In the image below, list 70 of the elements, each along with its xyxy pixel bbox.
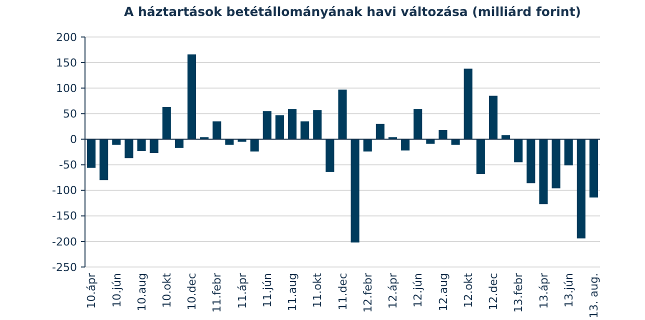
bar bbox=[476, 139, 485, 174]
bar bbox=[426, 139, 435, 144]
x-tick-label: 11.ápr bbox=[236, 272, 249, 309]
bar bbox=[150, 139, 158, 154]
bar bbox=[313, 110, 322, 140]
bar bbox=[376, 124, 384, 140]
bar bbox=[174, 139, 184, 148]
y-tick-label: -100 bbox=[52, 184, 77, 198]
x-tick-label: 11.febr bbox=[210, 272, 224, 313]
bar bbox=[552, 139, 560, 188]
bar bbox=[414, 109, 422, 140]
x-tick-label: 12.jún bbox=[412, 272, 425, 308]
x-tick-label: 10.okt bbox=[160, 272, 174, 308]
y-tick-label: 200 bbox=[56, 30, 77, 44]
bar bbox=[162, 107, 171, 140]
bar bbox=[539, 139, 548, 204]
bar bbox=[124, 139, 134, 158]
y-tick-label: 150 bbox=[56, 56, 77, 70]
bar bbox=[275, 115, 284, 140]
x-tick-label: 10.aug bbox=[135, 273, 148, 312]
x-tick-label: 13.febr bbox=[512, 272, 526, 313]
bar bbox=[438, 130, 448, 140]
x-tick-label: 11.aug bbox=[286, 273, 300, 312]
bar bbox=[401, 139, 410, 150]
y-tick-label: -250 bbox=[52, 260, 77, 274]
bar bbox=[514, 139, 523, 162]
bar bbox=[350, 139, 360, 242]
x-tick-label: 12.febr bbox=[361, 272, 374, 313]
bar bbox=[576, 139, 586, 238]
bar bbox=[300, 121, 310, 140]
bar bbox=[589, 139, 598, 198]
bar bbox=[87, 139, 96, 168]
bar bbox=[564, 139, 573, 166]
x-tick-label: 11.jún bbox=[260, 272, 274, 308]
x-tick-label: 13.jún bbox=[562, 272, 576, 308]
bar bbox=[338, 90, 347, 140]
x-tick-label: 10.dec bbox=[186, 273, 199, 310]
x-tick-label: 11.okt bbox=[311, 272, 324, 308]
x-tick-label: 12.aug bbox=[436, 273, 450, 312]
x-tick-label: 12.ápr bbox=[386, 272, 400, 309]
y-tick-label: 50 bbox=[63, 108, 77, 121]
y-tick-label: -50 bbox=[59, 158, 77, 172]
x-tick-label: 11.dec bbox=[336, 273, 350, 310]
y-tick-label: 100 bbox=[56, 82, 77, 95]
bar bbox=[326, 139, 334, 172]
bar bbox=[212, 121, 222, 140]
bar bbox=[100, 139, 108, 180]
chart-title: A háztartások betétállományának havi változása (milliárd forint) bbox=[124, 4, 582, 19]
x-tick-label: 12.okt bbox=[462, 272, 475, 308]
bar bbox=[250, 139, 259, 152]
bar bbox=[238, 139, 246, 142]
bar bbox=[112, 139, 121, 145]
bar bbox=[262, 111, 272, 140]
bar bbox=[488, 96, 498, 140]
x-tick-label: 10.jún bbox=[110, 272, 124, 308]
y-tick-label: 0 bbox=[70, 133, 77, 146]
y-tick-label: -200 bbox=[52, 235, 77, 248]
x-tick-label: 10.ápr bbox=[85, 272, 98, 309]
x-tick-label: 12.dec bbox=[487, 273, 500, 310]
bar bbox=[464, 68, 472, 140]
bar bbox=[363, 139, 372, 152]
x-tick-label: 13. aug. bbox=[588, 273, 601, 318]
bar bbox=[137, 139, 146, 151]
bar bbox=[225, 139, 234, 145]
bar bbox=[188, 54, 196, 140]
x-tick-label: 13.ápr bbox=[537, 272, 550, 309]
bar bbox=[526, 139, 536, 184]
y-tick-label: -150 bbox=[52, 210, 77, 223]
bar bbox=[451, 139, 460, 145]
bar bbox=[288, 109, 297, 140]
